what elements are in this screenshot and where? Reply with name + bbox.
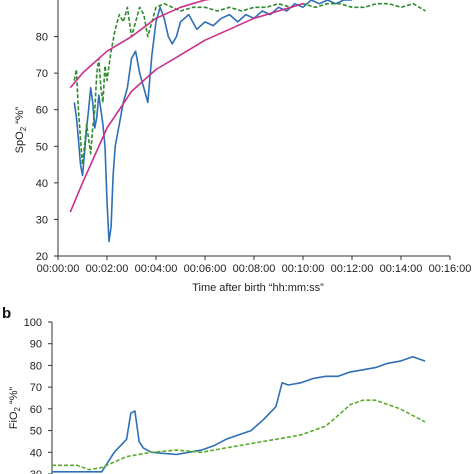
panel-b-y-tick-label: 100 (24, 317, 42, 329)
panel-a-y-tick-label: 60 (36, 105, 48, 117)
panel-a-y-tick-label: 50 (36, 141, 48, 153)
panel-a-y-tick-label: 40 (36, 178, 48, 190)
panel-a-series-line-1 (73, 2, 426, 166)
panel-b-y-tick-label: 50 (30, 426, 42, 438)
panel-a-x-tick-label: 00:02:00 (86, 263, 129, 275)
panel-a-series-line-0 (73, 0, 352, 243)
panel-b-y-tick-label: 60 (30, 404, 42, 416)
panel-a-x-axis-label: Time after birth “hh:mm:ss” (192, 282, 324, 294)
panel-b-chart: b 30 40 50 60 70 80 90 100 FiO2 “%” (2, 305, 426, 474)
panel-b-y-ticks: 30 40 50 60 70 80 90 100 (24, 317, 52, 474)
panel-a-x-tick-label: 00:12:00 (331, 263, 374, 275)
panel-a-x-tick-label: 00:16:00 (429, 263, 472, 275)
panel-b-y-tick-label: 90 (30, 339, 42, 351)
panel-a-x-tick-label: 00:14:00 (380, 263, 423, 275)
panel-b-y-tick-label: 40 (30, 447, 42, 459)
panel-a-y-tick-label: 80 (36, 32, 48, 44)
panel-a-x-tick-label: 00:10:00 (282, 263, 325, 275)
panel-a-x-tick-label: 00:06:00 (184, 263, 227, 275)
panel-b-y-axis-label: FiO2 “%” (8, 386, 22, 429)
panel-b-y-tick-label: 30 (30, 469, 42, 474)
panel-b-series (52, 355, 426, 473)
panel-a-y-ticks: 20 30 40 50 60 70 80 (36, 32, 58, 263)
panel-b-series-line-0 (52, 355, 426, 473)
panel-a-y-tick-label: 30 (36, 214, 48, 226)
panel-b-y-tick-label: 70 (30, 382, 42, 394)
panel-b-label: b (2, 305, 11, 322)
panel-a-x-ticks: 00:00:00 00:02:00 00:04:00 00:06:00 00:08:00… (37, 256, 472, 275)
panel-a-y-tick-label: 20 (36, 251, 48, 263)
panel-a-x-tick-label: 00:08:00 (233, 263, 276, 275)
panel-a-y-axis-label: SpO2 “%” (14, 106, 28, 153)
panel-a-series-line-3 (69, 0, 211, 89)
panel-a-x-tick-label: 00:00:00 (37, 263, 80, 275)
panel-b-series-line-1 (52, 399, 426, 471)
panel-a-y-tick-label: 70 (36, 68, 48, 80)
panel-a-x-tick-label: 00:04:00 (135, 263, 178, 275)
panel-b-y-tick-label: 80 (30, 360, 42, 372)
panel-a-series-line-2 (69, 2, 304, 213)
panel-a-series (69, 0, 426, 243)
